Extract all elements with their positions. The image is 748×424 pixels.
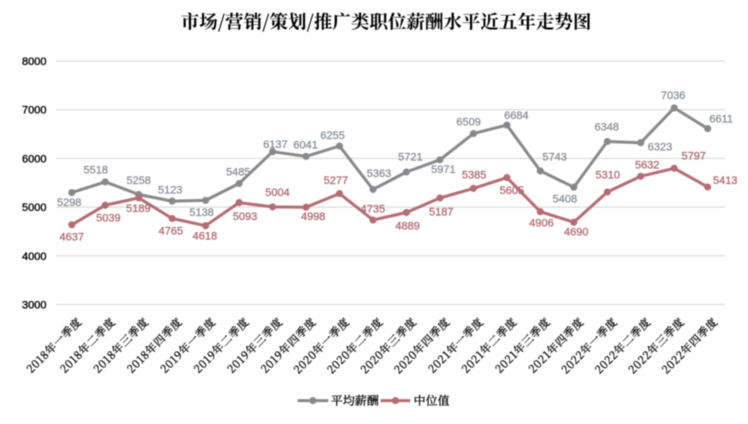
svg-text:5385: 5385 [462,169,486,181]
svg-text:4690: 4690 [564,227,588,239]
svg-text:6137: 6137 [263,139,287,151]
svg-text:5721: 5721 [398,152,422,164]
svg-text:5298: 5298 [57,197,81,209]
svg-text:6684: 6684 [504,110,528,122]
svg-text:5123: 5123 [158,185,182,197]
svg-text:4618: 4618 [193,231,217,243]
svg-text:4906: 4906 [529,217,553,229]
svg-text:5413: 5413 [713,175,737,187]
svg-text:8000: 8000 [22,56,46,68]
svg-text:6348: 6348 [595,122,619,134]
svg-text:5138: 5138 [189,207,213,219]
svg-text:5093: 5093 [233,211,257,223]
svg-text:5004: 5004 [265,187,289,199]
svg-text:4637: 4637 [60,231,84,243]
svg-text:6041: 6041 [293,140,317,152]
svg-text:6000: 6000 [22,153,46,165]
svg-text:5743: 5743 [542,152,566,164]
svg-text:6323: 6323 [648,141,672,153]
svg-text:5518: 5518 [84,165,108,177]
svg-text:5485: 5485 [226,166,250,178]
svg-text:4765: 4765 [159,225,183,237]
svg-text:5605: 5605 [500,185,524,197]
svg-text:5797: 5797 [681,151,705,163]
svg-text:6611: 6611 [709,113,733,125]
svg-text:3000: 3000 [22,300,46,312]
svg-text:4000: 4000 [22,251,46,263]
svg-text:6255: 6255 [320,130,344,142]
svg-text:5310: 5310 [596,169,620,181]
svg-text:5000: 5000 [22,202,46,214]
svg-text:5277: 5277 [324,175,348,187]
svg-text:4735: 4735 [361,204,385,216]
svg-text:5408: 5408 [553,193,577,205]
svg-text:5971: 5971 [431,164,455,176]
svg-text:5632: 5632 [635,160,659,172]
svg-text:6509: 6509 [456,117,480,129]
svg-text:5189: 5189 [126,203,150,215]
svg-text:5363: 5363 [367,168,391,180]
svg-text:4889: 4889 [395,220,419,232]
svg-text:5039: 5039 [96,212,120,224]
svg-text:7000: 7000 [22,105,46,117]
svg-text:7036: 7036 [661,90,685,102]
svg-text:4998: 4998 [301,211,325,223]
svg-text:5258: 5258 [126,175,150,187]
svg-text:5187: 5187 [429,207,453,219]
